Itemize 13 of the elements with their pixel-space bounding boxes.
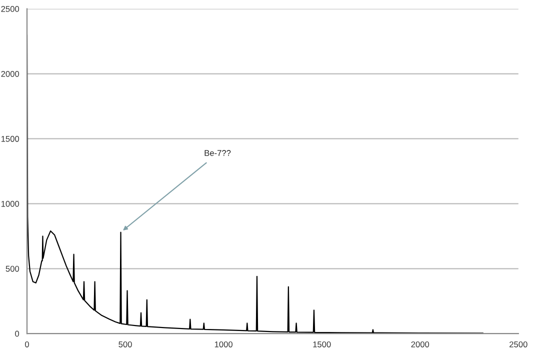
y-tick-label: 1500 bbox=[1, 136, 20, 142]
x-tick-label: 2000 bbox=[411, 341, 430, 348]
x-tick-label: 0 bbox=[25, 341, 29, 348]
y-tick-label: 2500 bbox=[1, 6, 20, 12]
y-tick-label: 2000 bbox=[1, 70, 20, 77]
annotation: Be-7?? bbox=[204, 150, 231, 156]
x-tick-label: 1000 bbox=[214, 341, 233, 348]
x-tick-label: 500 bbox=[118, 341, 132, 348]
x-tick-label: 2500 bbox=[510, 341, 528, 348]
y-tick-label: 1000 bbox=[1, 200, 20, 207]
y-tick-label: 0 bbox=[15, 330, 20, 337]
x-tick-label: 1500 bbox=[313, 341, 331, 348]
y-tick-label: 500 bbox=[6, 266, 20, 272]
